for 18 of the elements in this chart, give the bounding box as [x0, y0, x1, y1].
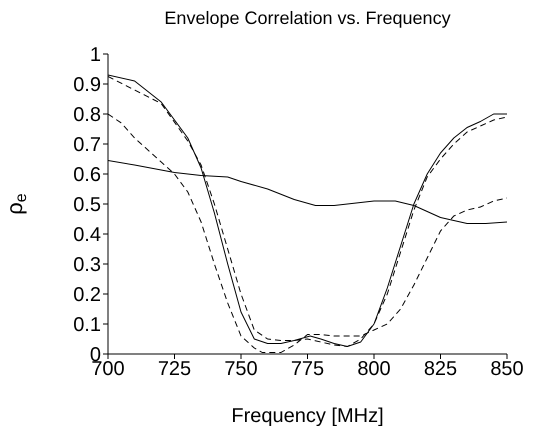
y-tick-label: 0.8	[73, 104, 101, 126]
y-tick-label: 0.6	[73, 164, 101, 186]
y-tick-label: 0.4	[73, 224, 101, 246]
y-tick-label: 0.9	[73, 74, 101, 96]
y-tick-label: 0.7	[73, 134, 101, 156]
chart-title: Envelope Correlation vs. Frequency	[163, 8, 452, 29]
x-tick-label: 850	[490, 358, 524, 380]
y-tick-label: 0.1	[73, 314, 101, 336]
y-tick-label: 0.3	[73, 254, 101, 276]
x-tick-label: 825	[424, 358, 458, 380]
y-tick-label: 1	[90, 44, 101, 66]
x-tick-label: 725	[158, 358, 192, 380]
x-axis-title: Frequency [MHz]	[231, 405, 384, 426]
x-tick-label: 775	[290, 358, 324, 380]
x-tick-label: 800	[357, 358, 391, 380]
y-tick-label: 0.2	[73, 284, 101, 306]
x-tick-label: 750	[224, 358, 258, 380]
y-tick-label: 0.5	[73, 194, 101, 216]
